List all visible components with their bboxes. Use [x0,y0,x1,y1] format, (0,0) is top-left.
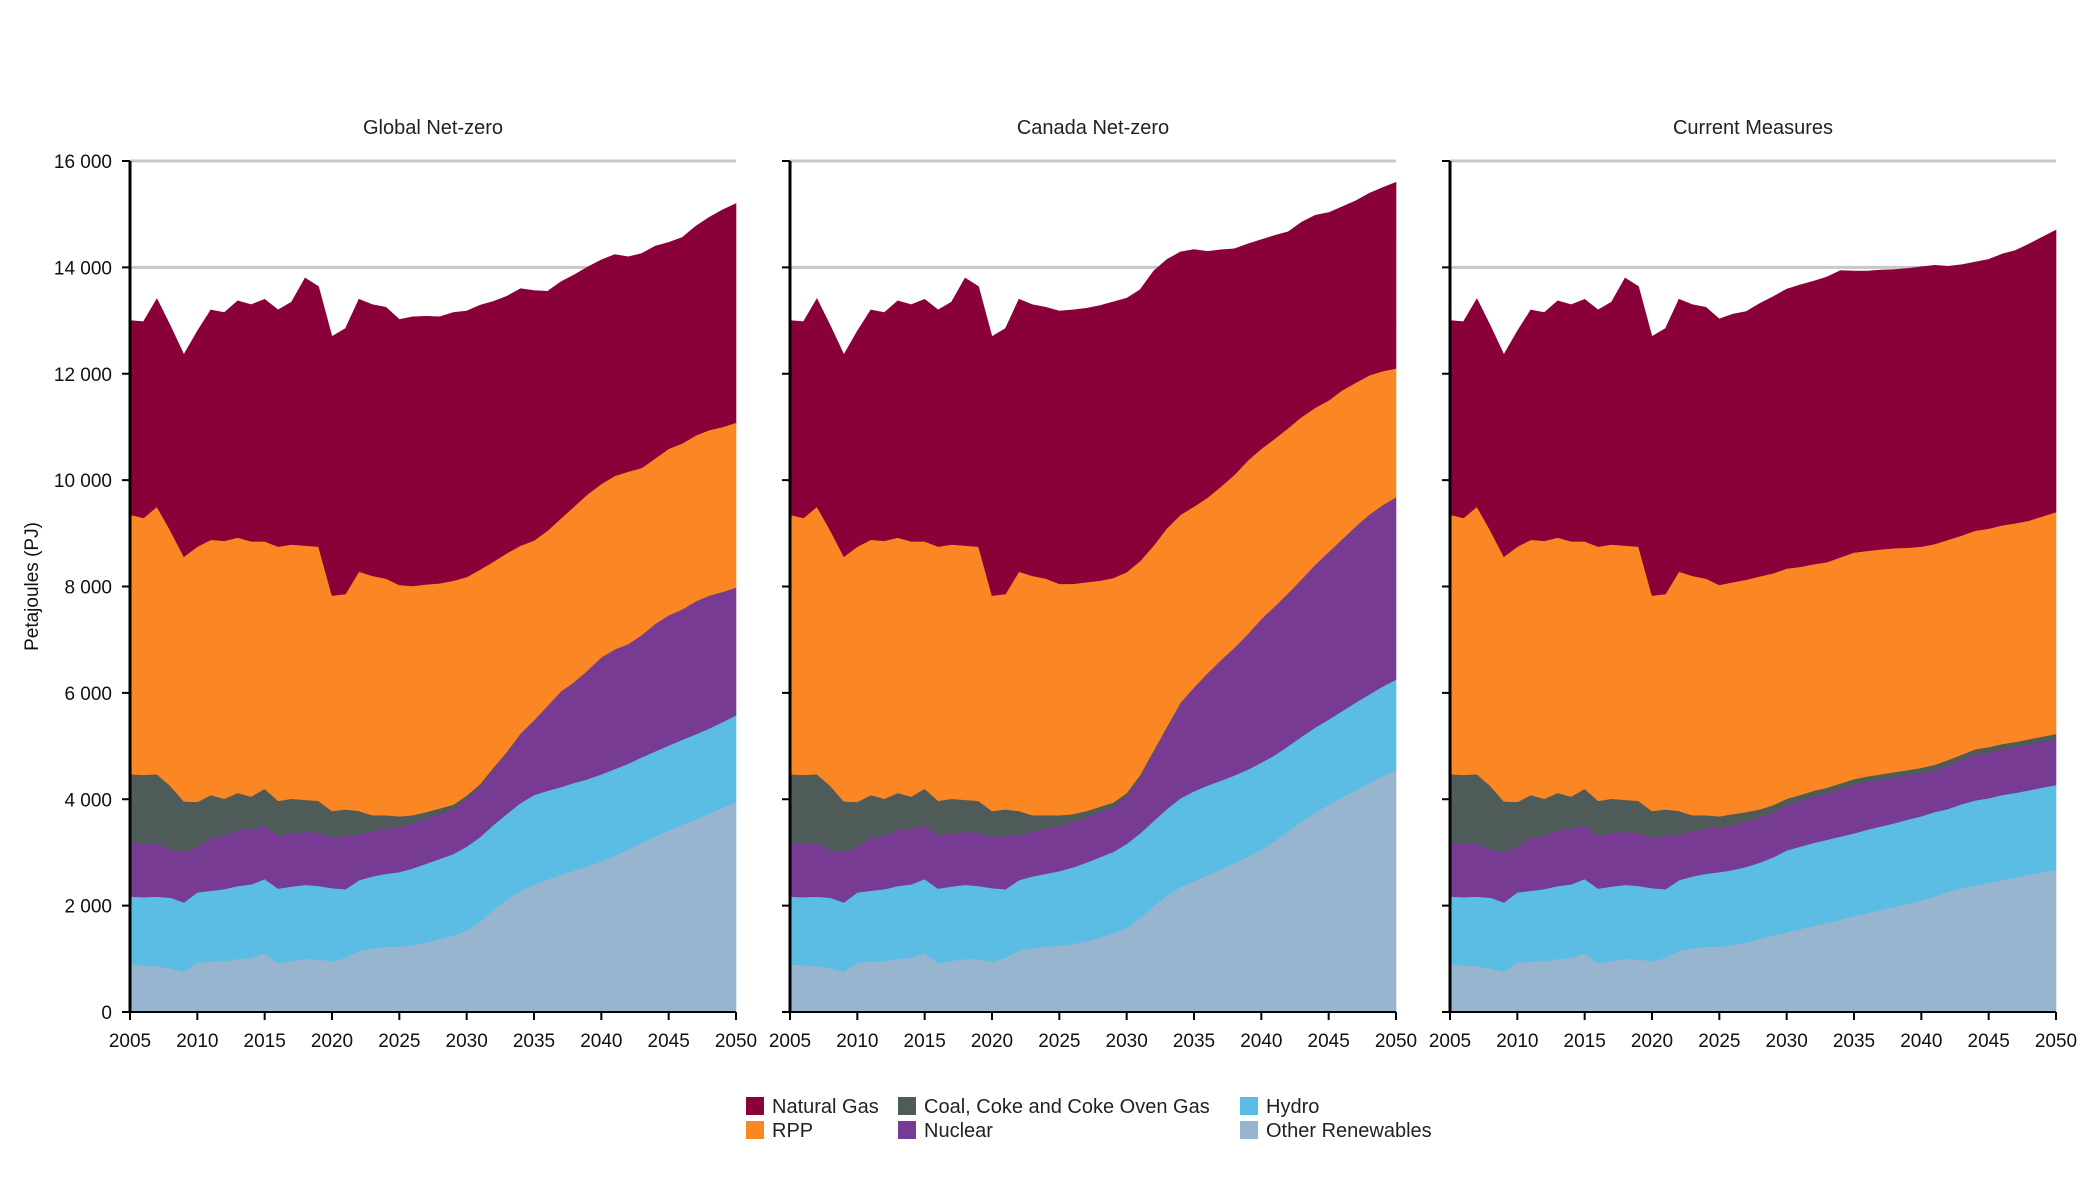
x-tick-label: 2035 [1173,1031,1215,1052]
legend-item-natural-gas: Natural Gas [746,1096,879,1118]
legend-label: Coal, Coke and Coke Oven Gas [924,1096,1210,1118]
panel-canada-net-zero: Canada Net-zero 2005 2010 2015 2020 2025 2030 2… [769,117,1417,1052]
x-tick-label: 2020 [971,1031,1013,1052]
panel-title: Current Measures [1673,117,1833,139]
y-tick-label: 16 000 [54,152,112,173]
panel-global-net-zero: Global Net-zero 2005 2010 2015 2020 2025 2030 2… [54,117,757,1052]
x-tick-label: 2025 [1698,1031,1740,1052]
area-natural-gas [129,203,737,596]
x-tick-label: 2040 [1240,1031,1282,1052]
x-tick-label: 2015 [1564,1031,1606,1052]
x-tick-label: 2025 [378,1031,420,1052]
legend-label: Nuclear [924,1120,993,1142]
area-natural-gas [789,181,1397,596]
x-tick-label: 2005 [109,1031,151,1052]
legend-item-hydro: Hydro [1240,1096,1319,1118]
x-tick-label: 2030 [1106,1031,1148,1052]
x-tick-label: 2010 [1496,1031,1538,1052]
x-tick-label: 2050 [2035,1031,2077,1052]
x-tick-label: 2005 [1429,1031,1471,1052]
legend-label: Natural Gas [772,1096,879,1118]
x-tick-label: 2050 [1375,1031,1417,1052]
legend-label: Other Renewables [1266,1120,1432,1142]
x-tick-label: 2020 [1631,1031,1673,1052]
x-tick-label: 2025 [1038,1031,1080,1052]
legend-swatch [898,1097,916,1115]
panel-title: Global Net-zero [363,117,503,139]
legend-label: RPP [772,1120,813,1142]
x-tick-label: 2010 [836,1031,878,1052]
legend-swatch [746,1097,764,1115]
legend-swatch [898,1121,916,1139]
x-tick-label: 2040 [1900,1031,1942,1052]
legend-swatch [746,1121,764,1139]
y-axis-label: Petajoules (PJ) [22,522,43,651]
y-tick-label: 10 000 [54,471,112,492]
y-tick-label: 6 000 [64,684,112,705]
x-tick-label: 2045 [648,1031,690,1052]
y-tick-label: 14 000 [54,258,112,279]
y-tick-label: 2 000 [64,897,112,918]
x-tick-label: 2015 [244,1031,286,1052]
x-tick-label: 2045 [1968,1031,2010,1052]
legend: Natural Gas Coal, Coke and Coke Oven Gas H… [746,1096,1432,1142]
x-tick-label: 2035 [513,1031,555,1052]
y-tick-label: 12 000 [54,365,112,386]
legend-item-coal-coke-and-coke-oven-gas: Coal, Coke and Coke Oven Gas [898,1096,1210,1118]
legend-swatch [1240,1121,1258,1139]
x-tick-label: 2015 [904,1031,946,1052]
x-tick-label: 2040 [580,1031,622,1052]
legend-item-rpp: RPP [746,1120,813,1142]
y-tick-label: 4 000 [64,790,112,811]
x-tick-label: 2045 [1308,1031,1350,1052]
area-natural-gas [1449,229,2057,596]
y-tick-label: 0 [101,1003,112,1024]
legend-item-other-renewables: Other Renewables [1240,1120,1432,1142]
panel-current-measures: Current Measures 2005 2010 2015 2020 2025 2030… [1429,117,2077,1052]
panel-title: Canada Net-zero [1017,117,1169,139]
y-tick-label: 8 000 [64,578,112,599]
x-tick-label: 2020 [311,1031,353,1052]
x-tick-label: 2035 [1833,1031,1875,1052]
x-tick-label: 2005 [769,1031,811,1052]
x-tick-label: 2030 [446,1031,488,1052]
x-tick-label: 2030 [1766,1031,1808,1052]
legend-swatch [1240,1097,1258,1115]
x-tick-label: 2010 [176,1031,218,1052]
x-tick-label: 2050 [715,1031,757,1052]
legend-item-nuclear: Nuclear [898,1120,993,1142]
legend-label: Hydro [1266,1096,1319,1118]
